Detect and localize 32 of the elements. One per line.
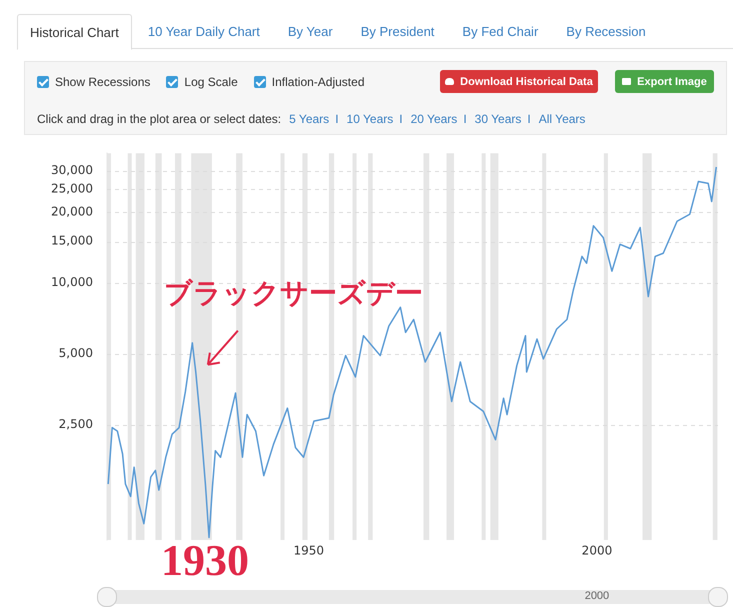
- text: I: [335, 112, 339, 126]
- y-tick-label: 20,000: [51, 204, 93, 218]
- text: By President: [360, 23, 436, 41]
- y-tick-label: 5,000: [58, 346, 93, 360]
- text: By Fed Chair: [461, 23, 540, 41]
- y-tick-label: 25,000: [51, 181, 93, 196]
- text: Export Image: [637, 76, 707, 88]
- x-tick-label: 1950: [293, 543, 324, 558]
- text: Show Recessions: [55, 75, 150, 89]
- text: 2000: [584, 590, 610, 602]
- y-tick-label: 2,500: [58, 416, 93, 431]
- text: 10 Year Daily Chart: [146, 23, 261, 41]
- text: All Years: [538, 112, 586, 126]
- annotation: 1930: [161, 535, 249, 586]
- y-tick-label: 10,000: [51, 275, 93, 290]
- text: By Year: [286, 23, 334, 41]
- text: I: [463, 112, 467, 126]
- text: Inflation-Adjusted: [272, 75, 364, 89]
- y-tick-label: 30,000: [51, 162, 93, 177]
- text: 30 Years: [474, 112, 522, 126]
- y-tick-label: 15,000: [51, 234, 93, 248]
- text: 5 Years: [289, 112, 330, 126]
- annotation: ブラックサーズデー: [164, 276, 423, 310]
- text: 20 Years: [410, 112, 458, 126]
- text: Click and drag in the plot area or select dates:: [37, 112, 282, 126]
- text: 10 Years: [346, 112, 394, 126]
- text: I: [527, 112, 531, 126]
- text: I: [399, 112, 403, 126]
- text: Historical Chart: [17, 14, 132, 50]
- text: Download Historical Data: [460, 76, 593, 88]
- text: By Recession: [565, 23, 647, 41]
- text: Log Scale: [184, 75, 238, 89]
